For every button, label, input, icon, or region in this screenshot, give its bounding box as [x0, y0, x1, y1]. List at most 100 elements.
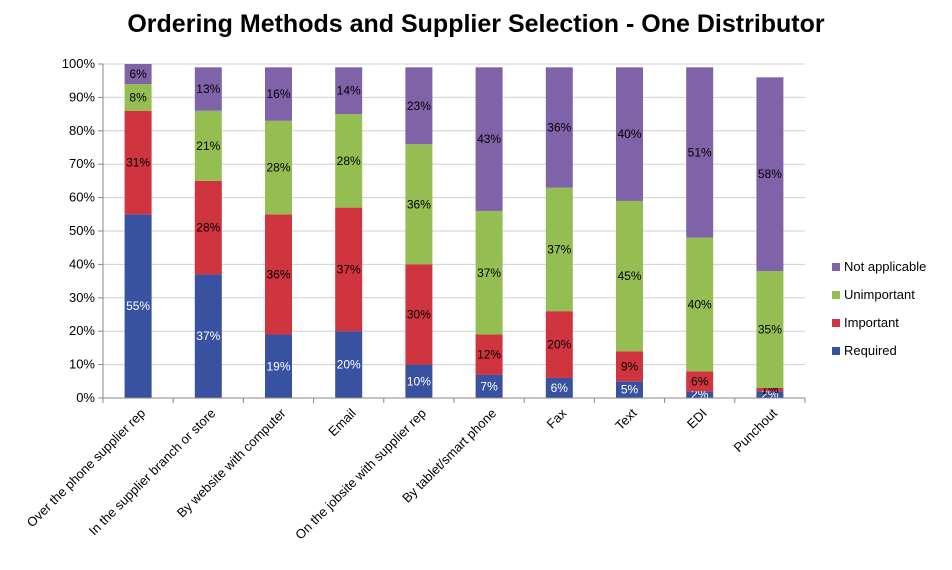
data-label: 28%	[337, 154, 361, 168]
bar-segment-not-applicable	[616, 67, 643, 201]
bar-segment-important	[686, 371, 714, 392]
y-tick-label: 30%	[69, 290, 95, 305]
data-label: 10%	[407, 374, 431, 388]
data-label: 31%	[126, 156, 150, 170]
data-label: 28%	[266, 161, 290, 175]
bar-segment-important	[124, 110, 152, 215]
bar-segment-unimportant	[405, 144, 433, 265]
bar-segment-important	[265, 214, 292, 335]
bar-segment-unimportant	[616, 200, 643, 352]
data-label: 12%	[477, 348, 501, 362]
bar-segment-important	[194, 180, 222, 275]
data-label: 35%	[758, 323, 782, 337]
bar-segment-unimportant	[194, 110, 222, 181]
data-label: 28%	[196, 221, 220, 235]
data-label: 20%	[337, 358, 361, 372]
data-label: 16%	[266, 87, 290, 101]
y-tick-label: 60%	[69, 190, 95, 205]
legend-entry-not-applicable: Not applicable	[832, 259, 926, 274]
bar-segment-unimportant	[686, 237, 714, 372]
y-tick-label: 100%	[62, 56, 96, 71]
bar-segment-not-applicable	[265, 67, 292, 121]
y-tick-label: 80%	[69, 123, 95, 138]
x-category-label: Text	[612, 405, 640, 433]
data-label: 7%	[480, 379, 498, 393]
legend-swatch	[832, 291, 840, 299]
data-label: 13%	[196, 82, 220, 96]
bar-segment-unimportant	[265, 120, 292, 215]
x-category-label: In the supplier branch or store	[86, 406, 219, 539]
bar-segment-not-applicable	[405, 67, 433, 145]
data-label: 45%	[617, 269, 641, 283]
y-tick-label: 0%	[76, 390, 95, 405]
y-tick-label: 70%	[69, 156, 95, 171]
data-label: 37%	[337, 262, 361, 276]
data-label: 5%	[621, 383, 639, 397]
x-category-label: Fax	[543, 405, 569, 431]
bar-segment-required	[616, 381, 643, 398]
x-category-label: EDI	[684, 406, 710, 432]
x-category-label: Email	[325, 405, 359, 439]
data-label: 55%	[126, 299, 150, 313]
x-category-label: On the jobsite with supplier rep	[292, 406, 429, 543]
y-tick-label: 20%	[69, 323, 95, 338]
y-tick-label: 50%	[69, 223, 95, 238]
y-tick-label: 10%	[69, 357, 95, 372]
bar-segment-not-applicable	[194, 67, 222, 111]
legend-label: Required	[844, 343, 897, 358]
bar-segment-not-applicable	[756, 77, 784, 272]
x-category-label: Over the phone supplier rep	[24, 406, 149, 531]
bar-segment-required	[124, 214, 152, 398]
data-label: 37%	[477, 266, 501, 280]
data-label: 37%	[196, 329, 220, 343]
legend-swatch	[832, 347, 840, 355]
bar-segment-required	[335, 331, 363, 398]
legend-entry-required: Required	[832, 343, 897, 358]
bar-segment-unimportant	[756, 271, 784, 388]
data-label: 21%	[196, 139, 220, 153]
y-tick-label: 90%	[69, 89, 95, 104]
bar-segment-unimportant	[475, 210, 503, 335]
bar-segment-unimportant	[124, 84, 152, 111]
bar-segment-required	[686, 391, 714, 398]
bar-segment-not-applicable	[335, 67, 363, 115]
data-label: 9%	[621, 359, 639, 373]
data-label: 6%	[551, 381, 569, 395]
bar-segment-required	[756, 391, 784, 398]
bar-segment-important	[405, 264, 433, 365]
bar-segment-required	[545, 377, 573, 398]
data-label: 40%	[688, 297, 712, 311]
data-label: 40%	[617, 127, 641, 141]
legend-entry-important: Important	[832, 315, 899, 330]
data-label: 6%	[691, 374, 709, 388]
data-label: 36%	[547, 120, 571, 134]
data-label: 43%	[477, 132, 501, 146]
data-label: 51%	[688, 146, 712, 160]
bar-segment-important	[475, 334, 503, 375]
data-label: 8%	[129, 90, 147, 104]
bar-segment-required	[405, 364, 433, 398]
data-label: 37%	[547, 242, 571, 256]
data-label: 14%	[337, 84, 361, 98]
legend: Not applicable Unimportant Important Requir…	[832, 259, 926, 358]
legend-label: Important	[844, 315, 899, 330]
data-label: 30%	[407, 308, 431, 322]
chart-title: Ordering Methods and Supplier Selection …	[127, 10, 825, 38]
bar-segment-unimportant	[545, 187, 573, 312]
data-label: 20%	[547, 338, 571, 352]
bar-segment-important	[545, 311, 573, 378]
x-category-label: Punchout	[731, 405, 781, 455]
legend-swatch	[832, 319, 840, 327]
bars: 55% 31% 8% 6% 37% 28% 21% 13% 19% 36% 28% 16% 20% 37%…	[124, 64, 784, 402]
data-label: 19%	[266, 359, 290, 373]
data-label: 58%	[758, 167, 782, 181]
legend-label: Not applicable	[844, 259, 926, 274]
bar-segment-important	[616, 351, 643, 382]
bar-segment-unimportant	[335, 114, 363, 208]
bar-segment-required	[475, 374, 503, 398]
legend-label: Unimportant	[844, 287, 915, 302]
bar-segment-not-applicable	[124, 64, 152, 85]
bar-segment-not-applicable	[475, 67, 503, 211]
